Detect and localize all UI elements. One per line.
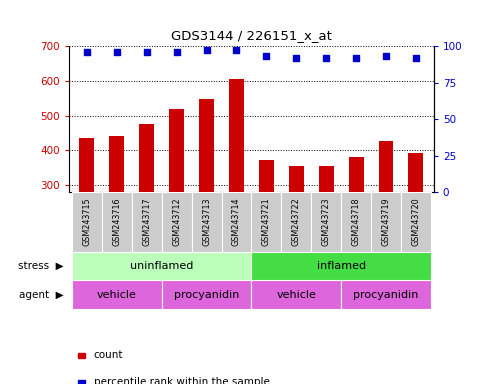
Point [143,49,151,55]
Text: GSM243717: GSM243717 [142,197,151,246]
Bar [199,99,214,289]
Point [412,55,420,61]
Point [382,53,390,60]
Text: vehicle: vehicle [97,290,137,300]
Bar [140,124,154,289]
Bar [169,109,184,289]
Bar [132,192,162,252]
Text: GSM243723: GSM243723 [322,197,331,246]
Text: GSM243713: GSM243713 [202,197,211,246]
Bar [192,192,221,252]
Point [173,49,180,55]
Bar [251,192,282,252]
Point [292,55,300,61]
Bar [72,280,162,309]
Text: GSM243716: GSM243716 [112,197,121,246]
Text: agent  ▶: agent ▶ [19,290,64,300]
Bar [289,166,304,289]
Bar [311,192,341,252]
Text: stress  ▶: stress ▶ [18,261,64,271]
Bar [341,192,371,252]
Title: GDS3144 / 226151_x_at: GDS3144 / 226151_x_at [171,29,332,42]
Bar [371,192,401,252]
Bar [229,79,244,289]
Text: GSM243715: GSM243715 [82,197,92,246]
Bar [162,280,251,309]
Bar [79,138,95,289]
Text: procyanidin: procyanidin [174,290,239,300]
Point [203,47,211,53]
Text: GSM243719: GSM243719 [382,197,390,246]
Text: GSM243721: GSM243721 [262,197,271,246]
Point [322,55,330,61]
Text: count: count [94,350,123,360]
Text: GSM243712: GSM243712 [172,197,181,246]
Bar [259,160,274,289]
Bar [379,141,393,289]
Text: inflamed: inflamed [317,261,366,271]
Text: uninflamed: uninflamed [130,261,193,271]
Bar [318,166,334,289]
Bar [401,192,431,252]
Bar [72,252,251,280]
Bar [282,192,311,252]
Bar [349,157,363,289]
Text: GSM243722: GSM243722 [292,197,301,246]
Text: procyanidin: procyanidin [353,290,419,300]
Bar [102,192,132,252]
Bar [109,136,124,289]
Text: percentile rank within the sample: percentile rank within the sample [94,377,270,384]
Point [352,55,360,61]
Text: GSM243718: GSM243718 [352,197,360,246]
Text: GSM243714: GSM243714 [232,197,241,246]
Bar [408,153,423,289]
Bar [72,192,102,252]
Text: GSM243720: GSM243720 [411,197,421,246]
Point [233,47,241,53]
Point [262,53,270,60]
Text: vehicle: vehicle [277,290,316,300]
Bar [251,252,431,280]
Point [83,49,91,55]
Point [113,49,121,55]
Bar [251,280,341,309]
Bar [162,192,192,252]
Bar [341,280,431,309]
Bar [221,192,251,252]
